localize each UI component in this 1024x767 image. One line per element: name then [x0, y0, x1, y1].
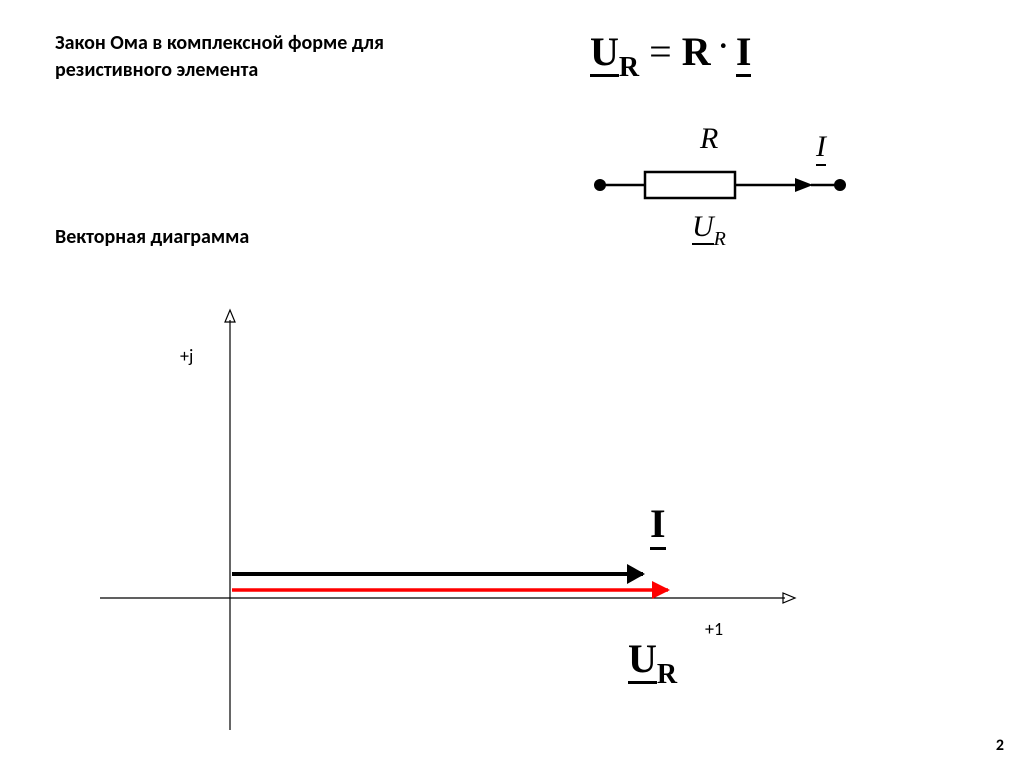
formula-I: I [736, 29, 752, 77]
circuit-diagram [580, 120, 900, 260]
formula-eq: = [649, 29, 672, 74]
formula-U-sub: R [619, 52, 639, 83]
vector-diagram [90, 300, 910, 740]
page-title: Закон Ома в комплексной форме для резист… [55, 30, 455, 84]
title-line-2: резистивного элемента [55, 58, 258, 82]
subtitle: Векторная диаграмма [55, 225, 249, 249]
title-line-1: Закон Ома в комплексной форме для [55, 31, 384, 55]
formula-U: U [590, 29, 619, 77]
formula-dot: · [717, 23, 730, 68]
ohm-law-formula: UR=R·I [590, 28, 751, 82]
formula-R: R [682, 29, 711, 74]
page-number: 2 [996, 736, 1004, 755]
